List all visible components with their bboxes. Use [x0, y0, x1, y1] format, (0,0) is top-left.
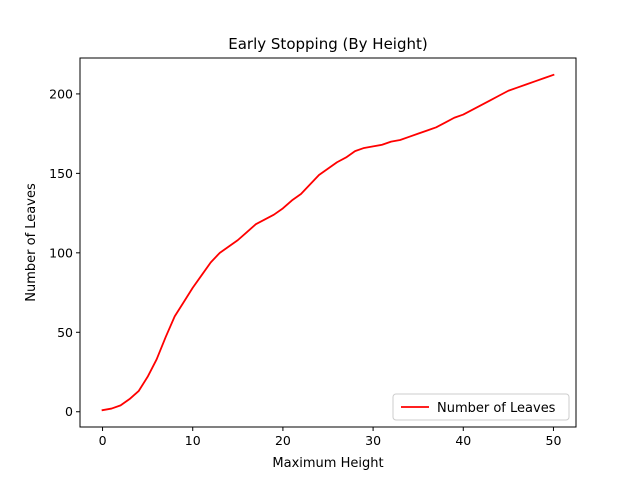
- x-axis-label: Maximum Height: [272, 456, 383, 471]
- legend-label: Number of Leaves: [437, 401, 556, 416]
- y-tick-label: 150: [49, 166, 73, 181]
- y-tick-label: 200: [49, 86, 73, 101]
- y-tick-label: 0: [65, 404, 73, 419]
- legend: Number of Leaves: [392, 393, 570, 421]
- legend-box: [392, 393, 570, 421]
- y-tick-label: 100: [49, 245, 73, 260]
- plot-frame: [79, 57, 577, 428]
- y-axis-label: Number of Leaves: [24, 183, 39, 302]
- x-tick-label: 10: [185, 433, 201, 448]
- x-tick-label: 20: [275, 433, 291, 448]
- series-line-number-of-leaves: [101, 73, 555, 412]
- x-tick-label: 50: [546, 433, 562, 448]
- y-tick-label: 50: [57, 325, 73, 340]
- axis-ticks: 0 10 20 30 40 50 0 50 100 150 200: [49, 86, 561, 448]
- chart-title: Early Stopping (By Height): [228, 35, 427, 53]
- x-tick-label: 0: [99, 433, 107, 448]
- series-layer: [101, 73, 555, 412]
- x-tick-label: 30: [365, 433, 381, 448]
- x-tick-label: 40: [455, 433, 471, 448]
